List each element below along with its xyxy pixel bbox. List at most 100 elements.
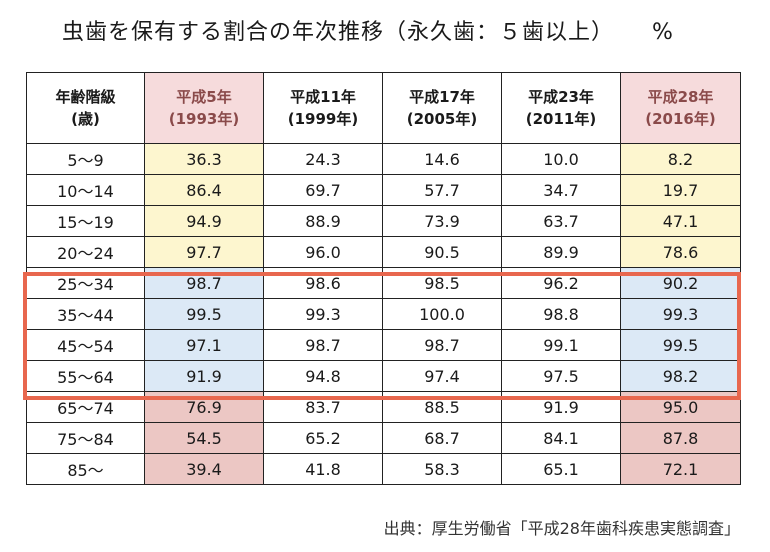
value-cell: 96.0 (263, 236, 383, 268)
value-cell: 73.9 (382, 205, 502, 237)
value-cell: 84.1 (501, 422, 621, 454)
table-row: 45〜54 97.1 98.7 98.7 99.1 99.5 (26, 329, 741, 361)
caries-table: 年齢階級 (歳) 平成5年 (1993年) 平成11年 (1999年) 平成17年 (2… (26, 72, 741, 485)
value-cell: 100.0 (382, 298, 502, 330)
value-cell: 90.5 (382, 236, 502, 268)
age-cell: 65〜74 (26, 391, 145, 423)
value-cell: 10.0 (501, 143, 621, 175)
value-cell: 34.7 (501, 174, 621, 206)
header-1999-line1: 平成11年 (290, 88, 356, 106)
value-cell: 86.4 (144, 174, 264, 206)
value-cell: 94.9 (144, 205, 264, 237)
value-cell: 98.8 (501, 298, 621, 330)
table-row: 85〜 39.4 41.8 58.3 65.1 72.1 (26, 453, 741, 485)
value-cell: 98.7 (263, 329, 383, 361)
age-cell: 5〜9 (26, 143, 145, 175)
header-2016-line2: (2016年) (645, 110, 716, 128)
value-cell: 91.9 (501, 391, 621, 423)
source-caption: 出典：厚生労働省「平成28年歯科疾患実態調査」 (383, 519, 740, 538)
age-cell: 35〜44 (26, 298, 145, 330)
value-cell: 36.3 (144, 143, 264, 175)
header-age: 年齢階級 (歳) (26, 72, 145, 144)
value-cell: 69.7 (263, 174, 383, 206)
value-cell: 98.7 (144, 267, 264, 299)
value-cell: 99.5 (620, 329, 741, 361)
value-cell: 14.6 (382, 143, 502, 175)
age-cell: 15〜19 (26, 205, 145, 237)
value-cell: 99.3 (620, 298, 741, 330)
value-cell: 54.5 (144, 422, 264, 454)
value-cell: 78.6 (620, 236, 741, 268)
value-cell: 57.7 (382, 174, 502, 206)
header-2011-line1: 平成23年 (528, 88, 594, 106)
age-cell: 75〜84 (26, 422, 145, 454)
value-cell: 8.2 (620, 143, 741, 175)
value-cell: 98.7 (382, 329, 502, 361)
value-cell: 72.1 (620, 453, 741, 485)
value-cell: 76.9 (144, 391, 264, 423)
header-2011: 平成23年 (2011年) (501, 72, 621, 144)
value-cell: 19.7 (620, 174, 741, 206)
value-cell: 58.3 (382, 453, 502, 485)
value-cell: 96.2 (501, 267, 621, 299)
age-cell: 55〜64 (26, 360, 145, 392)
value-cell: 39.4 (144, 453, 264, 485)
header-row: 年齢階級 (歳) 平成5年 (1993年) 平成11年 (1999年) 平成17年 (2… (26, 72, 741, 144)
age-cell: 10〜14 (26, 174, 145, 206)
age-cell: 45〜54 (26, 329, 145, 361)
page-title: 虫歯を保有する割合の年次推移（永久歯：５歯以上）% (0, 14, 770, 46)
value-cell: 97.7 (144, 236, 264, 268)
age-cell: 85〜 (26, 453, 145, 485)
value-cell: 88.9 (263, 205, 383, 237)
value-cell: 65.2 (263, 422, 383, 454)
value-cell: 97.1 (144, 329, 264, 361)
header-2005: 平成17年 (2005年) (382, 72, 502, 144)
value-cell: 99.3 (263, 298, 383, 330)
value-cell: 97.5 (501, 360, 621, 392)
value-cell: 47.1 (620, 205, 741, 237)
age-cell: 25〜34 (26, 267, 145, 299)
value-cell: 63.7 (501, 205, 621, 237)
value-cell: 65.1 (501, 453, 621, 485)
value-cell: 97.4 (382, 360, 502, 392)
header-age-line2: (歳) (71, 110, 100, 128)
value-cell: 41.8 (263, 453, 383, 485)
table-row: 65〜74 76.9 83.7 88.5 91.9 95.0 (26, 391, 741, 423)
value-cell: 24.3 (263, 143, 383, 175)
value-cell: 98.6 (263, 267, 383, 299)
header-1993-line2: (1993年) (168, 110, 240, 128)
table-row: 10〜14 86.4 69.7 57.7 34.7 19.7 (26, 174, 741, 206)
header-age-line1: 年齢階級 (55, 88, 116, 106)
table-row: 15〜19 94.9 88.9 73.9 63.7 47.1 (26, 205, 741, 237)
value-cell: 94.8 (263, 360, 383, 392)
value-cell: 99.1 (501, 329, 621, 361)
header-2011-line2: (2011年) (525, 110, 597, 128)
value-cell: 91.9 (144, 360, 264, 392)
table-row: 5〜9 36.3 24.3 14.6 10.0 8.2 (26, 143, 741, 175)
title-text: 虫歯を保有する割合の年次推移（永久歯：５歯以上） (62, 20, 615, 45)
value-cell: 99.5 (144, 298, 264, 330)
header-1993: 平成5年 (1993年) (144, 72, 264, 144)
table-row: 75〜84 54.5 65.2 68.7 84.1 87.8 (26, 422, 741, 454)
header-1999: 平成11年 (1999年) (263, 72, 383, 144)
value-cell: 98.5 (382, 267, 502, 299)
value-cell: 95.0 (620, 391, 741, 423)
value-cell: 87.8 (620, 422, 741, 454)
header-1993-line1: 平成5年 (176, 88, 232, 106)
table-row: 35〜44 99.5 99.3 100.0 98.8 99.3 (26, 298, 741, 330)
value-cell: 83.7 (263, 391, 383, 423)
header-2005-line1: 平成17年 (409, 88, 475, 106)
header-2005-line2: (2005年) (406, 110, 478, 128)
value-cell: 88.5 (382, 391, 502, 423)
header-1999-line2: (1999年) (287, 110, 359, 128)
header-2016-line1: 平成28年 (647, 88, 714, 106)
table-row: 55〜64 91.9 94.8 97.4 97.5 98.2 (26, 360, 741, 392)
value-cell: 68.7 (382, 422, 502, 454)
value-cell: 90.2 (620, 267, 741, 299)
age-cell: 20〜24 (26, 236, 145, 268)
value-cell: 98.2 (620, 360, 741, 392)
title-unit: % (652, 20, 674, 45)
value-cell: 89.9 (501, 236, 621, 268)
table-row: 20〜24 97.7 96.0 90.5 89.9 78.6 (26, 236, 741, 268)
table-row: 25〜34 98.7 98.6 98.5 96.2 90.2 (26, 267, 741, 299)
